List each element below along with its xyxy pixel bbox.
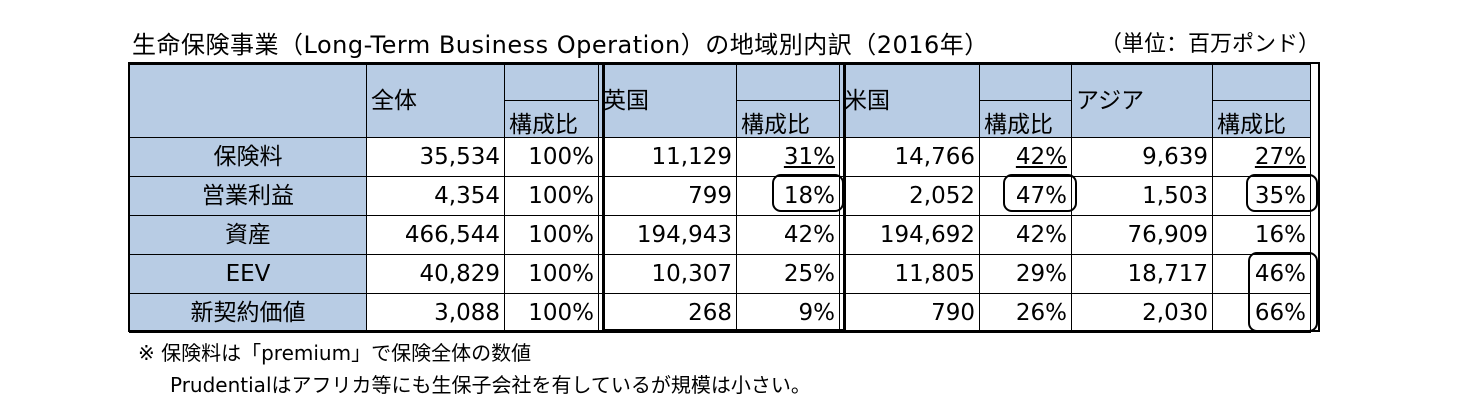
table-row: 資産 466,544 100% 194,943 42% 194,692 42% … <box>129 215 1311 255</box>
regional-breakdown-table: 全体 英国 米国 アジア 構成比 構成比 構成比 構成比 保険料 35,534 … <box>129 64 1311 333</box>
header-row-ratio: 構成比 構成比 構成比 構成比 <box>130 100 1311 138</box>
header-spacer <box>736 64 840 101</box>
table-row: 新契約価値 3,088 100% 268 9% 790 26% 2,030 66… <box>129 293 1311 333</box>
uk-value: 11,129 <box>598 137 737 177</box>
header-ratio-asia: 構成比 <box>1212 100 1311 138</box>
row-label: EEV <box>129 254 367 294</box>
total-value: 466,544 <box>366 215 505 255</box>
table-row: 営業利益 4,354 100% 799 18% 2,052 47% 1,503 … <box>129 176 1311 216</box>
asia-ratio: 16% <box>1212 215 1311 255</box>
us-value: 194,692 <box>839 215 980 255</box>
total-value: 3,088 <box>366 293 505 333</box>
us-value: 2,052 <box>839 176 980 216</box>
header-ratio-uk: 構成比 <box>736 100 840 138</box>
uk-ratio: 9% <box>736 293 840 333</box>
table-row: EEV 40,829 100% 10,307 25% 11,805 29% 18… <box>129 254 1311 294</box>
total-ratio: 100% <box>504 176 599 216</box>
us-value: 14,766 <box>839 137 980 177</box>
header-spacer <box>979 64 1072 101</box>
asia-value: 2,030 <box>1071 293 1213 333</box>
header-corner <box>129 64 367 138</box>
unit-label: （単位：百万ポンド） <box>1100 32 1321 57</box>
us-ratio: 42% <box>979 137 1072 177</box>
asia-value: 1,503 <box>1071 176 1213 216</box>
footnote-premium: ※ 保険料は「premium」で保険全体の数値 <box>138 341 532 365</box>
footnote-africa: Prudentialはアフリカ等にも生保子会社を有しているが規模は小さい。 <box>170 373 811 397</box>
uk-ratio: 25% <box>736 254 840 294</box>
row-label: 新契約価値 <box>129 293 367 333</box>
asia-ratio: 35% <box>1212 176 1311 216</box>
uk-ratio: 18% <box>736 176 840 216</box>
header-us: 米国 <box>839 64 980 138</box>
row-label: 営業利益 <box>129 176 367 216</box>
header-spacer <box>1212 64 1311 101</box>
header-total: 全体 <box>366 64 505 138</box>
row-label: 資産 <box>129 215 367 255</box>
header-ratio-total: 構成比 <box>504 100 599 138</box>
uk-ratio: 31% <box>736 137 840 177</box>
total-ratio: 100% <box>504 137 599 177</box>
asia-value: 76,909 <box>1071 215 1213 255</box>
header-spacer <box>504 64 599 101</box>
total-ratio: 100% <box>504 215 599 255</box>
total-value: 40,829 <box>366 254 505 294</box>
total-ratio: 100% <box>504 254 599 294</box>
asia-value: 18,717 <box>1071 254 1213 294</box>
header-row-groups: 全体 英国 米国 アジア <box>129 64 1311 138</box>
uk-value: 194,943 <box>598 215 737 255</box>
us-ratio: 47% <box>979 176 1072 216</box>
asia-ratio: 66% <box>1212 293 1311 333</box>
uk-ratio: 42% <box>736 215 840 255</box>
us-value: 790 <box>839 293 980 333</box>
total-value: 4,354 <box>366 176 505 216</box>
asia-ratio: 46% <box>1212 254 1311 294</box>
header-asia: アジア <box>1071 64 1213 138</box>
uk-value: 268 <box>598 293 737 333</box>
uk-value: 10,307 <box>598 254 737 294</box>
table-title: 生命保険事業（Long-Term Business Operation）の地域別… <box>132 31 989 59</box>
total-value: 35,534 <box>366 137 505 177</box>
us-ratio: 29% <box>979 254 1072 294</box>
asia-ratio: 27% <box>1212 137 1311 177</box>
asia-value: 9,639 <box>1071 137 1213 177</box>
us-ratio: 42% <box>979 215 1072 255</box>
header-uk: 英国 <box>598 64 737 138</box>
table-row: 保険料 35,534 100% 11,129 31% 14,766 42% 9,… <box>129 137 1311 177</box>
row-label: 保険料 <box>129 137 367 177</box>
total-ratio: 100% <box>504 293 599 333</box>
uk-value: 799 <box>598 176 737 216</box>
us-value: 11,805 <box>839 254 980 294</box>
header-ratio-us: 構成比 <box>979 100 1072 138</box>
us-ratio: 26% <box>979 293 1072 333</box>
